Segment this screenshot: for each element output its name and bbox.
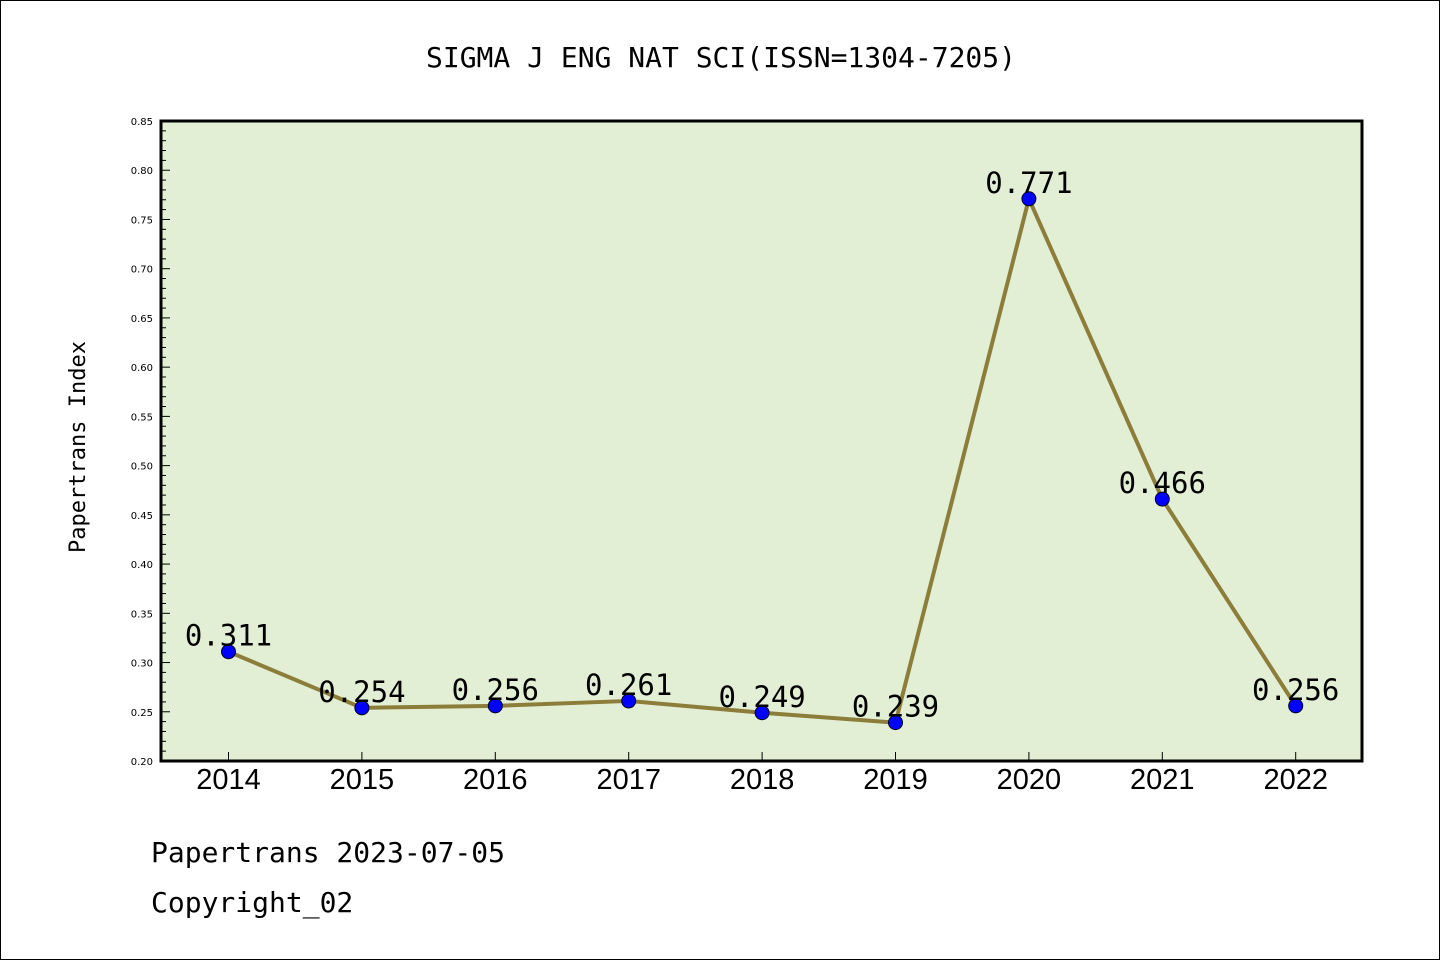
- plot-area: [159, 119, 1364, 763]
- data-label: 0.771: [985, 166, 1072, 200]
- x-tick-label: 2018: [730, 764, 795, 796]
- x-tick-label: 2017: [596, 764, 661, 796]
- data-label: 0.249: [718, 680, 805, 714]
- y-tick-label: 0.85: [131, 117, 153, 128]
- y-tick-label: 0.70: [131, 265, 153, 276]
- y-tick-label: 0.20: [131, 757, 153, 768]
- y-tick-label: 0.30: [131, 659, 153, 670]
- y-axis-ticks: 0.20 0.25 0.30 0.35 0.40 0.45 0.50 0.55 0.60 0.65…: [131, 117, 170, 768]
- y-tick-label: 0.35: [131, 609, 153, 620]
- data-point: [354, 700, 370, 716]
- y-tick-label: 0.75: [131, 215, 153, 226]
- data-label: 0.466: [1119, 466, 1206, 500]
- data-point: [621, 693, 637, 709]
- data-label: 0.256: [1252, 673, 1339, 707]
- y-tick-label: 0.25: [131, 708, 153, 719]
- y-tick-label: 0.50: [131, 462, 153, 473]
- footer-date-text: Papertrans 2023-07-05: [151, 836, 506, 869]
- data-label: 0.261: [585, 668, 672, 702]
- chart-title: SIGMA J ENG NAT SCI(ISSN=1304-7205): [426, 41, 1016, 74]
- data-point: [1288, 698, 1304, 714]
- data-point: [1021, 191, 1037, 207]
- x-tick-label: 2016: [463, 764, 528, 796]
- y-tick-label: 0.60: [131, 363, 153, 374]
- y-tick-label: 0.40: [131, 560, 153, 571]
- x-tick-label: 2015: [330, 764, 395, 796]
- data-label: 0.254: [318, 675, 405, 709]
- y-axis-label: Papertrans Index: [66, 341, 91, 553]
- x-axis-ticks: 2014 2015 2016 2017 2018 2019 2020 2021 2022: [196, 752, 1328, 796]
- y-tick-label: 0.55: [131, 412, 153, 423]
- x-tick-label: 2019: [863, 764, 928, 796]
- x-tick-label: 2014: [196, 764, 261, 796]
- x-tick-label: 2020: [997, 764, 1062, 796]
- data-point: [754, 705, 770, 721]
- series-group: [221, 191, 1304, 731]
- data-label: 0.239: [852, 690, 939, 724]
- y-tick-label: 0.65: [131, 314, 153, 325]
- x-tick-label: 2022: [1263, 764, 1328, 796]
- y-axis-minor-ticks: [161, 130, 166, 752]
- y-tick-label: 0.45: [131, 511, 153, 522]
- data-label: 0.311: [185, 619, 272, 653]
- y-tick-label: 0.80: [131, 166, 153, 177]
- data-point: [1154, 491, 1170, 507]
- footer-copyright-text: Copyright_02: [151, 886, 354, 919]
- data-label: 0.256: [452, 673, 539, 707]
- data-point: [487, 698, 503, 714]
- data-point: [221, 644, 236, 660]
- x-tick-label: 2021: [1130, 764, 1195, 796]
- data-point: [888, 715, 903, 731]
- data-label-group: 0.311 0.254 0.256 0.261 0.249 0.239 0.771 0.466…: [185, 166, 1340, 724]
